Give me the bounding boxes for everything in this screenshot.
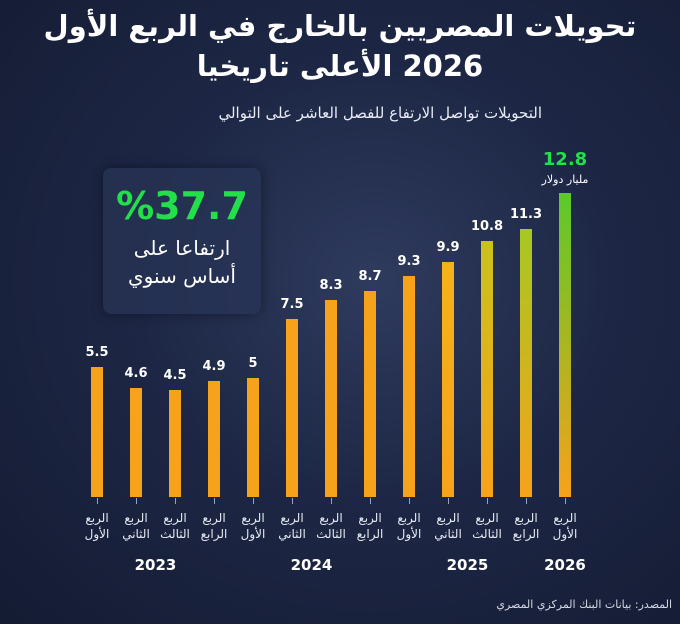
highlight-text: ارتفاعا على أساس سنوي	[128, 236, 236, 288]
x-tick-label: الربع الأول	[84, 511, 110, 541]
x-tick	[331, 498, 332, 504]
x-tick-label: الربع الأول	[552, 511, 578, 541]
bar	[130, 387, 142, 497]
x-tick-label: الربع الثالث	[160, 511, 190, 541]
x-tick-label: الربع الثاني	[122, 511, 150, 541]
bar	[286, 319, 298, 497]
highlight-value: %37.7	[116, 184, 248, 228]
x-tick	[136, 498, 137, 504]
x-tick-label: الربع الرابع	[512, 511, 540, 541]
x-tick-label: الربع الرابع	[200, 511, 228, 541]
value-label: 11.3	[509, 207, 543, 223]
bar	[91, 366, 103, 497]
bar	[247, 378, 259, 497]
bar	[325, 300, 337, 497]
value-label: 4.5	[163, 368, 187, 384]
x-tick-label: الربع الثاني	[434, 511, 462, 541]
value-label: 5.5	[85, 344, 109, 360]
value-label: 8.3	[319, 278, 343, 294]
x-tick	[175, 498, 176, 504]
bar	[559, 193, 571, 497]
value-label: 7.5	[280, 297, 304, 313]
value-label: 9.9	[436, 240, 460, 256]
value-label: 9.3	[397, 254, 421, 270]
bar	[364, 290, 376, 497]
chart-subtitle: التحويلات تواصل الارتفاع للفصل العاشر عل…	[218, 104, 542, 122]
value-label: 4.6	[124, 365, 148, 381]
bar	[208, 380, 220, 497]
source: المصدر: بيانات البنك المركزي المصري	[496, 598, 672, 611]
x-tick	[214, 498, 215, 504]
bar	[442, 262, 454, 497]
bar	[520, 229, 532, 497]
value-label: 4.9	[202, 358, 226, 374]
value-label: 8.7	[358, 268, 382, 284]
x-tick-label: الربع الرابع	[356, 511, 384, 541]
group-label: 2025	[446, 556, 489, 574]
x-tick	[526, 498, 527, 504]
x-tick-label: الربع الأول	[240, 511, 266, 541]
bar	[481, 240, 493, 497]
x-tick-label: الربع الثاني	[278, 511, 306, 541]
x-tick	[97, 498, 98, 504]
bar	[403, 276, 415, 497]
highlight-box: %37.7 ارتفاعا على أساس سنوي	[103, 168, 261, 314]
group-label: 2026	[544, 556, 586, 574]
x-tick	[565, 498, 566, 504]
x-tick	[448, 498, 449, 504]
value-label: 5	[248, 356, 258, 372]
value-label: 10.8	[470, 218, 504, 234]
x-tick-label: الربع الثالث	[472, 511, 502, 541]
bar	[169, 390, 181, 497]
x-tick	[370, 498, 371, 504]
x-tick	[253, 498, 254, 504]
x-tick	[487, 498, 488, 504]
unit-label: مليار دولار	[541, 173, 589, 187]
group-label: 2024	[290, 556, 333, 574]
value-label: 12.8	[542, 149, 588, 171]
x-tick-label: الربع الثالث	[316, 511, 346, 541]
chart-title: تحويلات المصريين بالخارج في الربع الأول …	[43, 9, 637, 83]
group-label: 2023	[134, 556, 177, 574]
x-tick	[409, 498, 410, 504]
x-tick	[292, 498, 293, 504]
x-tick-label: الربع الأول	[396, 511, 422, 541]
